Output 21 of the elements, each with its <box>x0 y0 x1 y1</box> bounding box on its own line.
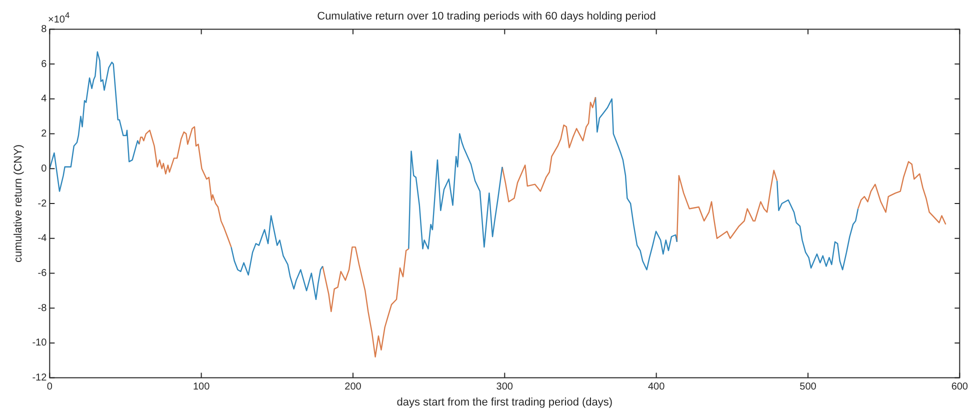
x-tick-label: 200 <box>344 382 362 393</box>
y-tick-label: 4 <box>41 94 48 105</box>
y-tick-label: -12 <box>32 372 48 384</box>
chart-title: Cumulative return over 10 trading periods with 60 days holding period <box>317 10 656 23</box>
y-tick-label: 0 <box>41 163 48 174</box>
y-tick-label: -10 <box>32 338 48 349</box>
text: ×10$^{4}$ <box>48 10 70 26</box>
y-tick-label: 8 <box>41 24 48 35</box>
x-tick-label: 300 <box>496 382 514 393</box>
x-tick-label: 600 <box>951 382 968 393</box>
x-axis-title: days start from the first trading period (days) <box>396 396 613 408</box>
y-tick-label: -8 <box>38 302 48 314</box>
x-tick-label: 100 <box>192 382 210 393</box>
y-axis-title: cumulative return (CNY) <box>12 144 25 262</box>
y-tick-label: -4 <box>38 233 48 244</box>
x-tick-label: 400 <box>648 382 666 393</box>
x-tick-label: 500 <box>800 382 817 393</box>
y-tick-label: 2 <box>41 128 48 140</box>
y-tick-label: -2 <box>38 198 48 210</box>
y-tick-label: 6 <box>41 58 48 70</box>
y-tick-label: -6 <box>38 268 48 279</box>
